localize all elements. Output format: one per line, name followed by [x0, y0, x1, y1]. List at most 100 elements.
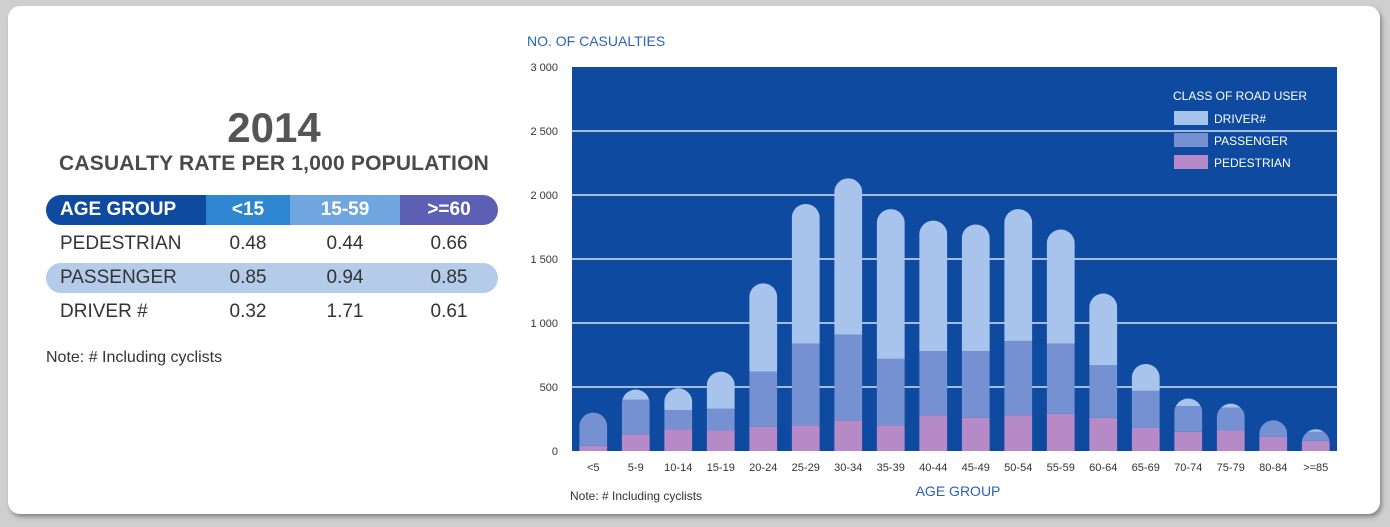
legend-swatch-driver [1174, 111, 1208, 125]
table-cell: 0.94 [326, 267, 364, 288]
bar-driver-11 [1046, 229, 1075, 344]
bar-pedestrian-8 [919, 415, 948, 451]
y-tick-label: 1 000 [530, 318, 558, 330]
bar-pedestrian-11 [1046, 413, 1075, 451]
x-tick-label: 55-59 [1047, 462, 1075, 474]
bar-passenger-11 [1046, 343, 1075, 414]
legend-title: CLASS OF ROAD USER [1173, 89, 1307, 103]
bar-driver-15 [1216, 403, 1245, 408]
x-tick-label: 50-54 [1004, 462, 1032, 474]
bar-driver-7 [876, 209, 905, 359]
x-tick-label: 75-79 [1217, 462, 1245, 474]
legend-label-pedestrian: PEDESTRIAN [1214, 156, 1291, 170]
bar-passenger-13 [1131, 390, 1160, 428]
legend-label-driver: DRIVER# [1214, 112, 1266, 126]
row-label-driver: DRIVER # [60, 301, 148, 322]
bar-pedestrian-7 [876, 425, 905, 451]
table-title: CASUALTY RATE PER 1,000 POPULATION [59, 152, 489, 175]
x-tick-label: 80-84 [1259, 462, 1287, 474]
x-tick-label: 25-29 [792, 462, 820, 474]
legend-swatch-passenger [1174, 133, 1208, 147]
bar-pedestrian-3 [706, 430, 735, 451]
table-cell: 0.48 [229, 233, 267, 254]
table-cell: 0.32 [229, 301, 267, 322]
bar-driver-9 [961, 224, 990, 352]
x-tick-label: >=85 [1303, 462, 1328, 474]
x-tick-label: <5 [587, 462, 600, 474]
bar-pedestrian-16 [1259, 436, 1288, 451]
bar-passenger-1 [621, 399, 650, 435]
bar-passenger-3 [706, 408, 735, 431]
bar-pedestrian-10 [1004, 415, 1033, 451]
x-tick-label: 35-39 [877, 462, 905, 474]
table-cell: 0.66 [430, 233, 468, 254]
bar-passenger-7 [876, 358, 905, 426]
bar-passenger-5 [791, 343, 820, 426]
x-tick-label: 70-74 [1174, 462, 1202, 474]
row-label-passenger: PASSENGER [60, 267, 177, 288]
bar-driver-10 [1004, 209, 1033, 341]
bar-passenger-4 [749, 371, 778, 427]
table-cell: 1.71 [326, 301, 364, 322]
bar-pedestrian-0 [579, 445, 608, 451]
table-cell: 0.85 [430, 267, 468, 288]
table-row: DRIVER # 0.32 1.71 0.61 [46, 297, 498, 327]
bar-pedestrian-2 [664, 429, 693, 451]
bar-passenger-12 [1089, 365, 1118, 418]
table-note: Note: # Including cyclists [46, 349, 223, 366]
header-age-group: AGE GROUP [46, 195, 206, 225]
x-tick-label: 40-44 [919, 462, 947, 474]
table-cell: 0.61 [430, 301, 468, 322]
bar-driver-12 [1089, 293, 1118, 366]
bar-pedestrian-5 [791, 425, 820, 451]
x-tick-label: 20-24 [749, 462, 777, 474]
table-header-row: AGE GROUP <15 15-59 >=60 [46, 195, 498, 225]
x-tick-label: 65-69 [1132, 462, 1160, 474]
bar-passenger-8 [919, 351, 948, 416]
bar-pedestrian-13 [1131, 427, 1160, 451]
table-row: PASSENGER 0.85 0.94 0.85 [46, 263, 498, 293]
bar-driver-2 [664, 388, 693, 411]
y-tick-label: 500 [540, 382, 558, 394]
bar-passenger-15 [1216, 407, 1245, 431]
bar-pedestrian-14 [1174, 431, 1203, 451]
bar-pedestrian-15 [1216, 430, 1245, 451]
bar-passenger-17 [1301, 431, 1330, 441]
bar-driver-5 [791, 203, 820, 344]
bar-driver-8 [919, 220, 948, 352]
bar-driver-17 [1301, 429, 1330, 432]
bar-driver-1 [621, 389, 650, 400]
table-cell: 0.44 [326, 233, 364, 254]
table-year: 2014 [227, 104, 321, 151]
bar-pedestrian-1 [621, 434, 650, 451]
bar-pedestrian-4 [749, 426, 778, 451]
y-axis-label: NO. OF CASUALTIES [527, 33, 665, 49]
x-tick-label: 10-14 [664, 462, 692, 474]
row-label-pedestrian: PEDESTRIAN [60, 233, 182, 254]
row-highlight-band [46, 263, 498, 293]
bar-passenger-2 [664, 410, 693, 430]
bar-passenger-10 [1004, 340, 1033, 416]
y-tick-label: 3 000 [530, 62, 558, 74]
bar-passenger-9 [961, 351, 990, 418]
header-15-59: 15-59 [290, 195, 400, 225]
bar-pedestrian-17 [1301, 440, 1330, 451]
y-tick-label: 0 [552, 446, 558, 458]
bar-driver-3 [706, 371, 735, 409]
bar-passenger-16 [1259, 420, 1288, 437]
header-under-15: <15 [206, 195, 290, 225]
bar-driver-6 [834, 178, 863, 335]
bar-driver-4 [749, 283, 778, 372]
table-cell: 0.85 [229, 267, 267, 288]
table-row: PEDESTRIAN 0.48 0.44 0.66 [46, 229, 498, 259]
x-tick-label: 60-64 [1089, 462, 1117, 474]
bar-passenger-14 [1174, 406, 1203, 432]
legend-label-passenger: PASSENGER [1214, 134, 1288, 148]
bar-pedestrian-9 [961, 417, 990, 451]
x-axis-label: AGE GROUP [916, 483, 1001, 499]
legend-swatch-pedestrian [1174, 155, 1208, 169]
bar-passenger-0 [579, 412, 608, 446]
y-tick-label: 2 500 [530, 126, 558, 138]
y-tick-label: 2 000 [530, 190, 558, 202]
